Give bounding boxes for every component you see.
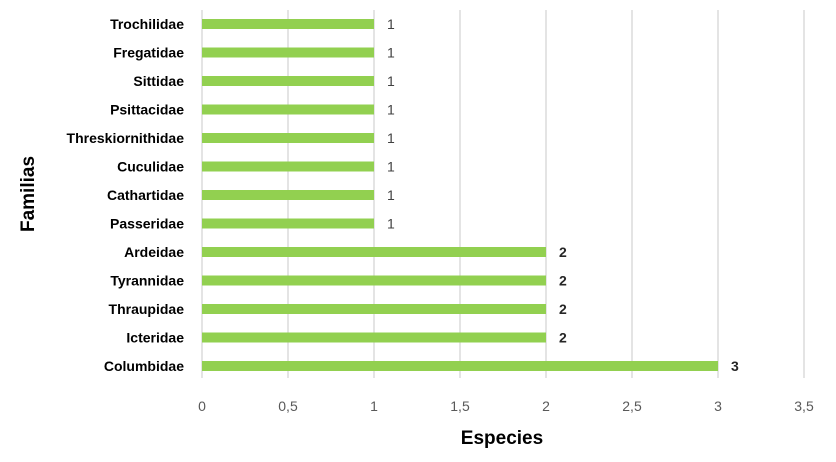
data-label: 1 bbox=[387, 73, 395, 89]
bar bbox=[202, 247, 546, 257]
data-label: 1 bbox=[387, 130, 395, 146]
category-label: Tyrannidae bbox=[110, 273, 184, 289]
x-tick-label: 3 bbox=[714, 398, 722, 414]
x-tick-label: 3,5 bbox=[794, 398, 814, 414]
bar bbox=[202, 304, 546, 314]
data-label: 1 bbox=[387, 45, 395, 61]
category-label: Ardeidae bbox=[124, 244, 184, 260]
bar bbox=[202, 76, 374, 86]
category-label: Thraupidae bbox=[109, 301, 185, 317]
bar bbox=[202, 19, 374, 29]
category-label: Fregatidae bbox=[113, 45, 184, 61]
data-label: 2 bbox=[559, 330, 567, 346]
x-tick-label: 2,5 bbox=[622, 398, 642, 414]
bar bbox=[202, 332, 546, 343]
category-label: Threskiornithidae bbox=[67, 130, 185, 146]
category-label: Cuculidae bbox=[117, 159, 184, 175]
x-tick-label: 1,5 bbox=[450, 398, 470, 414]
y-axis-title: Familias bbox=[18, 156, 39, 232]
data-labels: 1 1 1 1 1 1 1 1 2 2 2 2 3 bbox=[387, 16, 739, 374]
x-tick-label: 1 bbox=[370, 398, 378, 414]
bar bbox=[202, 361, 718, 371]
data-label: 1 bbox=[387, 159, 395, 175]
bar bbox=[202, 275, 546, 286]
data-label: 1 bbox=[387, 16, 395, 32]
bar bbox=[202, 47, 374, 58]
category-label: Icteridae bbox=[126, 330, 184, 346]
x-tick-labels: 0 0,5 1 1,5 2 2,5 3 3,5 bbox=[198, 398, 814, 414]
bar bbox=[202, 104, 374, 115]
x-tick-label: 0 bbox=[198, 398, 206, 414]
data-label: 2 bbox=[559, 301, 567, 317]
category-labels: Trochilidae Fregatidae Sittidae Psittacidae… bbox=[67, 16, 185, 374]
category-label: Columbidae bbox=[104, 358, 184, 374]
data-label: 2 bbox=[559, 244, 567, 260]
category-label: Cathartidae bbox=[107, 187, 184, 203]
bar bbox=[202, 133, 374, 143]
x-tick-label: 2 bbox=[542, 398, 550, 414]
category-label: Psittacidae bbox=[110, 102, 184, 118]
category-label: Passeridae bbox=[110, 216, 184, 232]
x-tick-label: 0,5 bbox=[278, 398, 298, 414]
bar bbox=[202, 161, 374, 172]
category-label: Sittidae bbox=[133, 73, 184, 89]
bar bbox=[202, 218, 374, 229]
bars bbox=[202, 19, 718, 371]
data-label: 3 bbox=[731, 358, 739, 374]
data-label: 2 bbox=[559, 273, 567, 289]
data-label: 1 bbox=[387, 102, 395, 118]
category-label: Trochilidae bbox=[110, 16, 184, 32]
data-label: 1 bbox=[387, 187, 395, 203]
data-label: 1 bbox=[387, 216, 395, 232]
x-axis-title: Especies bbox=[461, 428, 543, 449]
bar bbox=[202, 190, 374, 200]
